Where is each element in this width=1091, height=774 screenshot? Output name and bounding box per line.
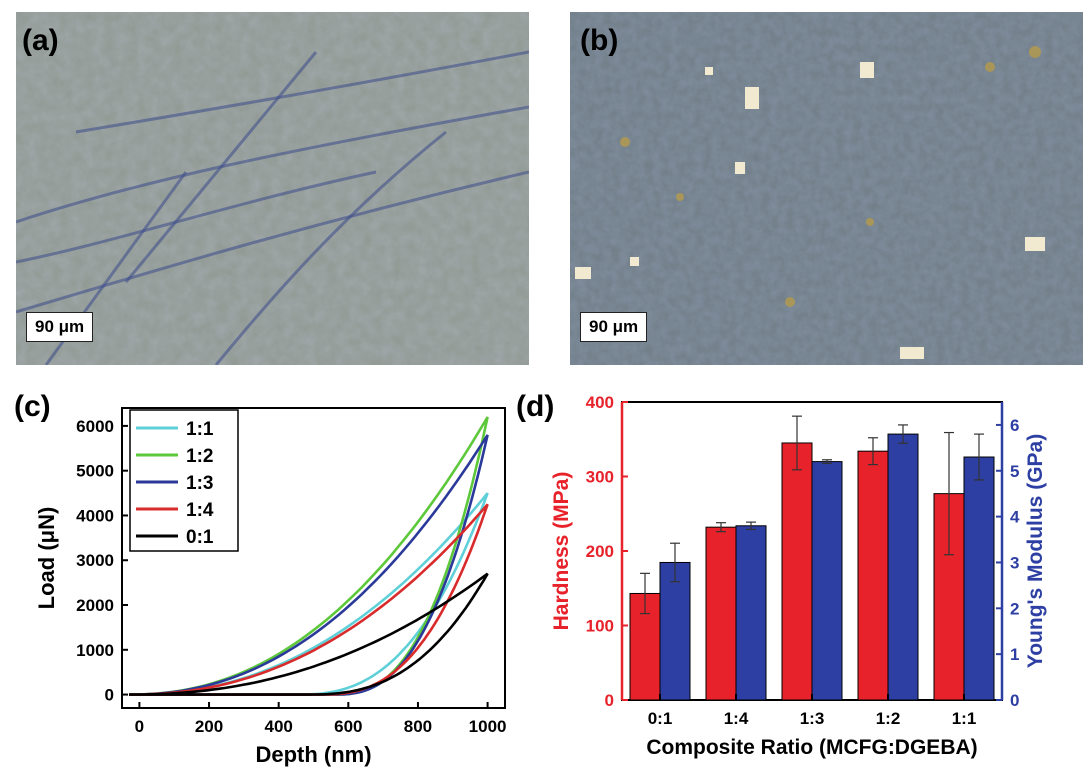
left-y-tick-label: 300 [586,468,614,487]
y-axis-label: Load (μN) [34,507,59,610]
x-tick-label: 1:2 [876,709,901,728]
right-y-tick-label: 4 [1010,508,1020,527]
right-y-tick-label: 0 [1010,691,1019,710]
x-tick-label: 1:4 [724,709,749,728]
x-tick-label: 1000 [469,717,507,736]
x-axis-label: Composite Ratio (MCFG:DGEBA) [646,736,977,759]
hardness-bar-1-4 [705,526,737,701]
right-y-tick-label: 1 [1010,645,1019,664]
legend-label-0-1: 0:1 [186,527,214,548]
x-tick-label: 600 [334,717,362,736]
panel-label-c: (c) [14,390,51,423]
x-tick-label: 0:1 [648,709,673,728]
y-tick-label: 3000 [76,551,114,570]
left-y-tick-label: 100 [586,617,614,636]
panel-label-d: (d) [516,390,555,423]
right-y-tick-label: 5 [1010,462,1019,481]
hardness-bar-1-2 [857,450,889,701]
load-depth-chart: 0 200 400 600 800 1000 0 1000 2000 3000 4000 5000 60… [34,407,507,767]
legend-label-1-4: 1:4 [186,500,214,521]
modulus-bar-1-2 [887,433,919,701]
hardness-modulus-chart: 0 100 200 300 400 0 1 2 3 4 5 6 0:1 1:4 1:3 1:2 1:1 Compo… [550,393,1047,759]
x-tick-label: 1:3 [800,709,825,728]
x-tick-label: 400 [264,717,292,736]
legend-label-1-3: 1:3 [186,473,213,494]
y-tick-label: 2000 [76,596,114,615]
x-tick-label: 0 [135,717,144,736]
hardness-bar-1-3 [781,442,813,701]
micrograph-a: 90 μm [16,12,529,365]
scale-bar-a: 90 μm [26,312,94,342]
left-y-axis-label: Hardness (MPa) [550,472,573,631]
x-tick-label: 1:1 [952,709,977,728]
right-y-tick-label: 6 [1010,416,1019,435]
modulus-bar-1-1 [963,456,995,701]
y-tick-label: 0 [105,686,114,705]
right-y-tick-label: 2 [1010,599,1019,618]
plot-frame [121,407,506,709]
legend-label-1-2: 1:2 [186,446,213,467]
curve-0-1 [129,572,489,696]
y-tick-label: 6000 [76,417,114,436]
x-tick-label: 200 [195,717,223,736]
y-tick-label: 4000 [76,506,114,525]
left-y-tick-label: 0 [605,691,614,710]
micrograph-a-image [16,12,529,365]
modulus-bar-0-1 [659,561,691,701]
micrograph-b: 90 μm [570,12,1083,365]
left-y-tick-label: 200 [586,542,614,561]
right-y-tick-label: 3 [1010,553,1019,572]
panel-label-b: (b) [580,24,619,57]
x-tick-label: 800 [404,717,432,736]
left-y-tick-label: 400 [586,393,614,412]
modulus-bar-1-3 [811,461,843,701]
micrograph-b-image [570,12,1083,365]
y-tick-label: 1000 [76,641,114,660]
x-axis-label: Depth (nm) [255,742,371,767]
panel-label-a: (a) [22,24,59,57]
legend-label-1-1: 1:1 [186,419,214,440]
scale-bar-b: 90 μm [580,312,648,342]
right-y-axis-label: Young's Modulus (GPa) [1024,434,1047,668]
y-tick-label: 5000 [76,462,114,481]
modulus-bar-1-4 [735,525,767,701]
